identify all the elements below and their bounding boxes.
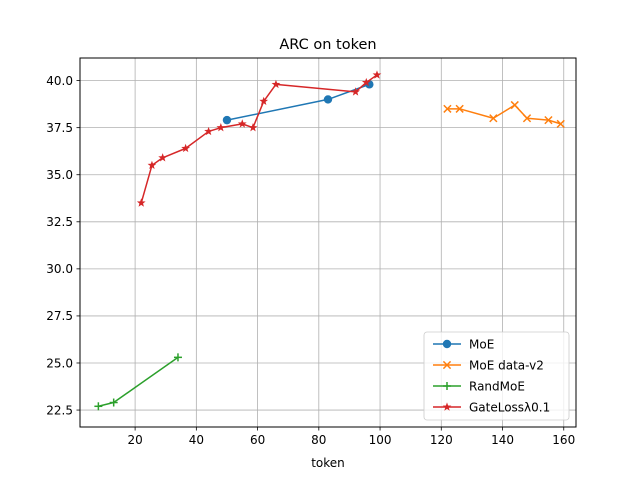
- series-gateloss-0-1: [136, 70, 382, 207]
- y-tick-label: 22.5: [46, 403, 73, 417]
- legend-label: MoE: [469, 337, 494, 351]
- data-point-moe-data-v2-stroke: [455, 104, 464, 113]
- legend-box: [423, 331, 570, 421]
- series-moe-data-v2: [443, 100, 565, 129]
- ticks: 20 40 60 80 100 120 140 160 22.5 25.0 27.5 30.0 32.5…: [46, 74, 575, 447]
- y-tick-label: 40.0: [46, 74, 73, 88]
- x-tick-label: 60: [250, 433, 265, 447]
- legend-swatch-marker: [443, 382, 451, 390]
- data-point-moe: [323, 95, 333, 104]
- legend-item-moe-data-v2: MoE data-v2: [433, 358, 544, 372]
- legend-label: GateLossλ0.1: [469, 400, 550, 414]
- data-point-gateloss-0-1: [147, 160, 157, 170]
- y-tick-label: 25.0: [46, 356, 73, 370]
- data-point-gateloss-0-1: [237, 119, 247, 128]
- y-tick-label: 37.5: [46, 121, 73, 135]
- data-point-moe-data-v2-stroke: [544, 115, 553, 125]
- legend-label: RandMoE: [469, 379, 525, 393]
- legend-item-moe: MoE: [433, 337, 494, 351]
- data-point-moe-data-v2-stroke: [510, 100, 519, 110]
- legend: MoE MoE data-v2 RandMoE GateLossλ0.1: [423, 331, 570, 421]
- data-point-gateloss-0-1: [372, 70, 382, 79]
- data-point-gateloss-0-1: [248, 123, 258, 132]
- data-point-gateloss-0-1: [204, 126, 213, 136]
- legend-item-gateloss-0-1: GateLossλ0.1: [433, 400, 550, 414]
- series-layer: [94, 70, 565, 411]
- y-tick-label: 35.0: [46, 168, 73, 182]
- data-point-gateloss-0-1: [136, 198, 146, 207]
- plot-frame: [79, 57, 577, 428]
- legend-label: MoE data-v2: [469, 358, 544, 372]
- data-point-moe-data-v2: [522, 114, 532, 123]
- data-point-moe-data-v2: [443, 104, 452, 113]
- data-point-moe-data-v2-stroke: [443, 104, 452, 113]
- data-point-randmoe: [109, 398, 118, 407]
- legend-swatch-marker: [442, 360, 452, 370]
- data-point-gateloss-0-1: [158, 153, 168, 162]
- data-point-gateloss-0-1: [271, 79, 281, 89]
- x-tick-label: 120: [430, 433, 453, 447]
- data-point-gateloss-0-1: [259, 96, 269, 106]
- data-point-moe-data-v2-stroke: [489, 114, 498, 123]
- x-tick-label: 20: [127, 433, 142, 447]
- data-point-gateloss-0-1: [351, 87, 360, 96]
- y-tick-label: 27.5: [46, 309, 73, 323]
- y-tick-label: 30.0: [46, 262, 73, 276]
- data-point-moe: [222, 115, 232, 125]
- legend-swatch-marker-stroke: [442, 360, 452, 370]
- x-tick-label: 40: [189, 433, 204, 447]
- data-point-moe-data-v2: [510, 100, 519, 110]
- data-point-gateloss-0-1: [181, 143, 190, 153]
- data-point-moe-data-v2: [489, 114, 498, 123]
- data-point-gateloss-0-1: [361, 77, 371, 87]
- data-point-randmoe: [94, 402, 103, 411]
- y-tick-label: 32.5: [46, 215, 73, 229]
- data-point-moe-data-v2-stroke: [556, 119, 565, 129]
- data-point-moe-data-v2: [544, 115, 553, 125]
- chart-title: ARC on token: [279, 37, 376, 53]
- x-axis-label: token: [311, 456, 345, 470]
- series-randmoe: [94, 353, 182, 411]
- data-point-gateloss-0-1: [216, 123, 226, 132]
- legend-item-randmoe: RandMoE: [433, 379, 525, 393]
- data-point-moe-data-v2: [455, 104, 464, 113]
- legend-swatch-marker: [442, 402, 452, 411]
- legend-swatch-marker: [442, 339, 452, 349]
- x-tick-label: 100: [369, 433, 392, 447]
- x-tick-label: 140: [491, 433, 514, 447]
- data-point-moe-data-v2-stroke: [522, 114, 532, 123]
- data-point-moe-data-v2: [556, 119, 565, 129]
- x-tick-label: 80: [311, 433, 326, 447]
- data-point-randmoe: [173, 353, 182, 362]
- x-tick-label: 160: [552, 433, 575, 447]
